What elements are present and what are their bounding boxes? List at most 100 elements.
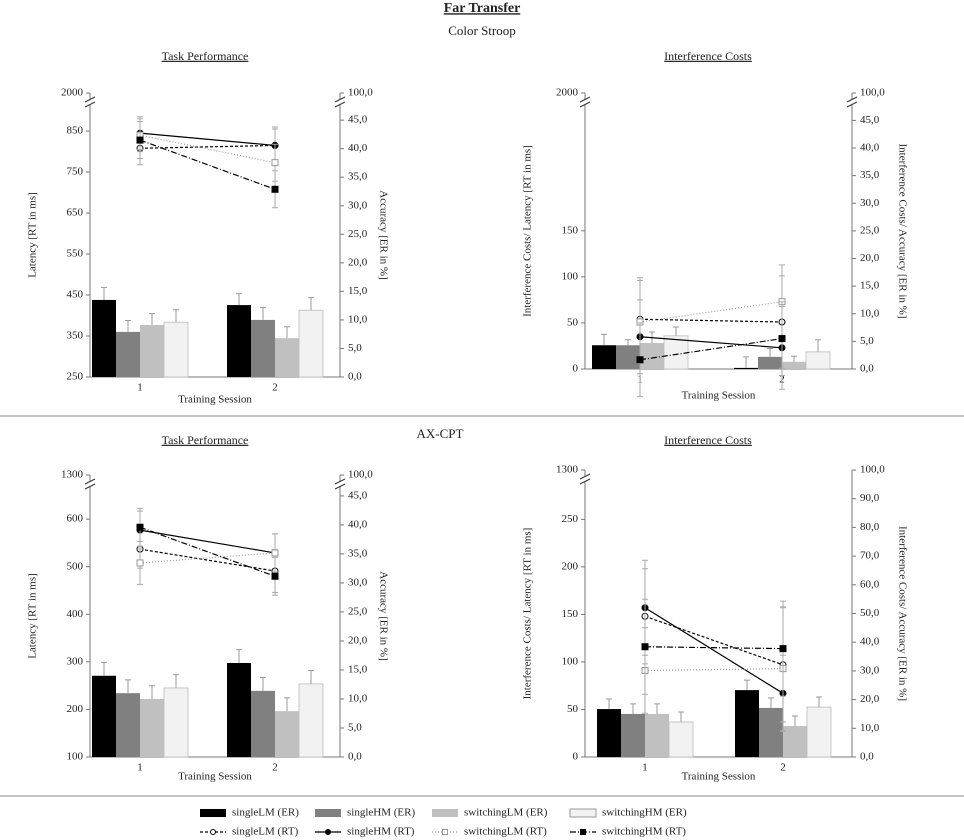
y2-tick-label: 15,0 (860, 280, 880, 292)
axis-break-mark (579, 101, 591, 108)
axis-break-mark (334, 478, 346, 485)
line (644, 668, 784, 672)
error-bar (601, 333, 607, 346)
bar (782, 361, 806, 369)
marker (136, 559, 144, 567)
y-tick-label: 100 (562, 270, 579, 282)
legend-label: switchingLM (ER) (464, 807, 548, 819)
error-bar (792, 715, 798, 727)
marker (271, 185, 279, 193)
bar (592, 345, 616, 369)
y2-axis-label: Accuracy [ER in %] (377, 190, 389, 280)
axis-break-label: 2000 (61, 87, 84, 99)
marker (636, 356, 644, 364)
legend-label: switchingHM (RT) (602, 826, 686, 838)
y2-tick-label: 70,0 (860, 550, 880, 562)
y2-tick-label: 30,0 (860, 664, 880, 676)
y2-tick-label: 0,0 (860, 751, 874, 763)
bar (663, 335, 689, 370)
error-bar (284, 326, 290, 339)
bar (275, 711, 299, 757)
axis-break-label: 100,0 (348, 87, 373, 99)
error-bar (625, 339, 631, 346)
y-tick-label: 0 (573, 363, 579, 375)
y-tick-label: 0 (573, 751, 579, 763)
legend-label: singleLM (RT) (232, 826, 299, 838)
bar (275, 338, 299, 377)
error-bar (815, 339, 821, 352)
bar (645, 713, 669, 757)
y2-tick-label: 90,0 (860, 492, 880, 504)
y2-tick-label: 80,0 (860, 521, 880, 533)
marker (271, 549, 279, 557)
axis-break-mark (84, 101, 96, 108)
error-bar (308, 670, 314, 684)
y2-tick-label: 0,0 (348, 371, 362, 383)
y2-tick-label: 25,0 (860, 224, 880, 236)
line (139, 526, 276, 577)
marker (271, 572, 279, 580)
legend-swatch (315, 809, 341, 817)
y-tick-label: 100 (67, 751, 84, 763)
bar (640, 343, 664, 369)
y-tick-label: 650 (67, 207, 84, 219)
x-tick-label: 2 (272, 382, 278, 394)
y2-tick-label: 30,0 (860, 197, 880, 209)
y2-tick-label: 20,0 (860, 252, 880, 264)
y-tick-label: 100 (562, 655, 579, 667)
y-tick-label: 150 (562, 224, 579, 236)
bar (251, 690, 275, 757)
marker (136, 136, 144, 144)
y2-tick-label: 5,0 (860, 335, 874, 347)
axis-break-mark (84, 96, 96, 103)
y2-tick-label: 45,0 (348, 489, 368, 501)
y2-tick-label: 35,0 (860, 169, 880, 181)
bar (298, 309, 324, 378)
y2-tick-label: 100,0 (860, 464, 885, 476)
y-tick-label: 750 (67, 166, 84, 178)
x-axis-label: Training Session (178, 394, 252, 406)
error-bar (816, 696, 822, 708)
error-bar (308, 297, 314, 311)
y2-tick-label: 40,0 (860, 142, 880, 154)
line (139, 144, 276, 149)
bar (251, 319, 275, 377)
y2-tick-label: 20,0 (860, 693, 880, 705)
axis-break-mark (579, 478, 591, 485)
line (644, 607, 784, 694)
bar (806, 706, 832, 758)
legend-label: singleHM (ER) (347, 807, 415, 819)
y2-tick-label: 5,0 (348, 342, 362, 354)
y2-tick-label: 40,0 (348, 518, 368, 530)
y-tick-label: 400 (67, 608, 84, 620)
y-tick-label: 50 (567, 703, 579, 715)
bar (92, 299, 116, 377)
bar (758, 356, 782, 369)
line (644, 615, 784, 666)
y2-tick-label: 20,0 (348, 256, 368, 268)
line (639, 337, 783, 361)
x-tick-label: 2 (272, 762, 278, 774)
axis-break-label: 100,0 (348, 469, 373, 481)
line (639, 336, 783, 349)
axis-break-label: 2000 (556, 87, 579, 99)
bar (140, 325, 164, 377)
error-bar (678, 711, 684, 722)
y-tick-label: 850 (67, 125, 84, 137)
y2-tick-label: 0,0 (348, 751, 362, 763)
legend-swatch (569, 808, 597, 818)
y2-axis-label: Interference Costs/ Accuracy [ER in %] (896, 143, 908, 318)
bar (92, 675, 116, 757)
x-axis-label: Training Session (178, 771, 252, 783)
error-bar (149, 685, 155, 699)
y-tick-label: 200 (67, 703, 84, 715)
bar (140, 698, 164, 757)
legend-swatch (432, 809, 458, 817)
line (139, 552, 276, 564)
y2-axis-label: Accuracy [ER in %] (377, 571, 389, 661)
y2-tick-label: 25,0 (348, 228, 368, 240)
bar (734, 367, 758, 369)
figure-title: Far Transfer (444, 1, 521, 16)
bar (735, 690, 759, 757)
legend-marker (442, 829, 448, 835)
